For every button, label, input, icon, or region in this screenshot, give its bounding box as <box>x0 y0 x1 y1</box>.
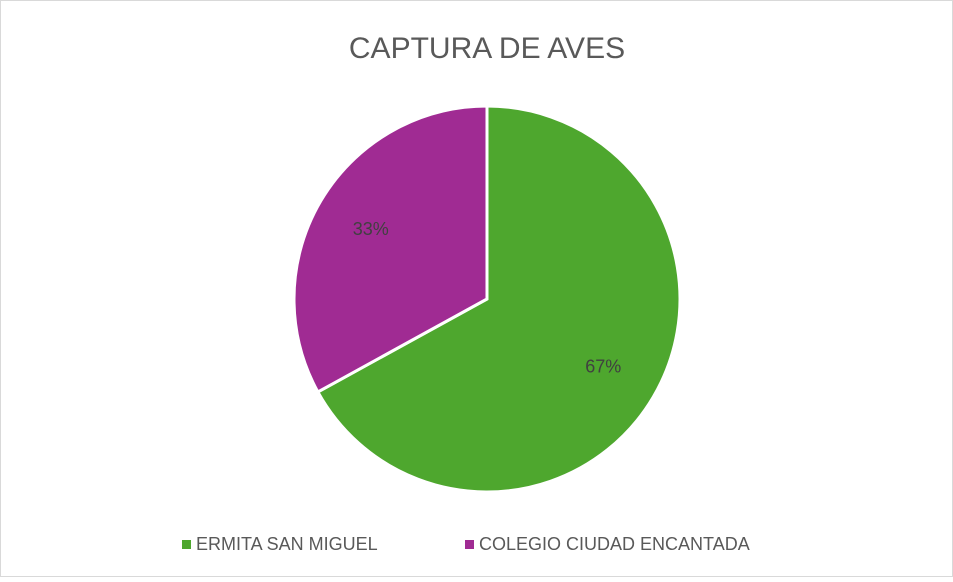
legend-swatch <box>465 540 474 549</box>
legend-swatch <box>182 540 191 549</box>
pie-slice <box>315 104 682 494</box>
legend-label: ERMITA SAN MIGUEL <box>196 534 378 554</box>
pie-slice <box>292 104 489 395</box>
chart-title: CAPTURA DE AVES <box>349 32 625 65</box>
legend-label: COLEGIO CIUDAD ENCANTADA <box>479 534 750 554</box>
data-label: 67% <box>585 357 621 377</box>
data-label: 33% <box>353 219 389 239</box>
